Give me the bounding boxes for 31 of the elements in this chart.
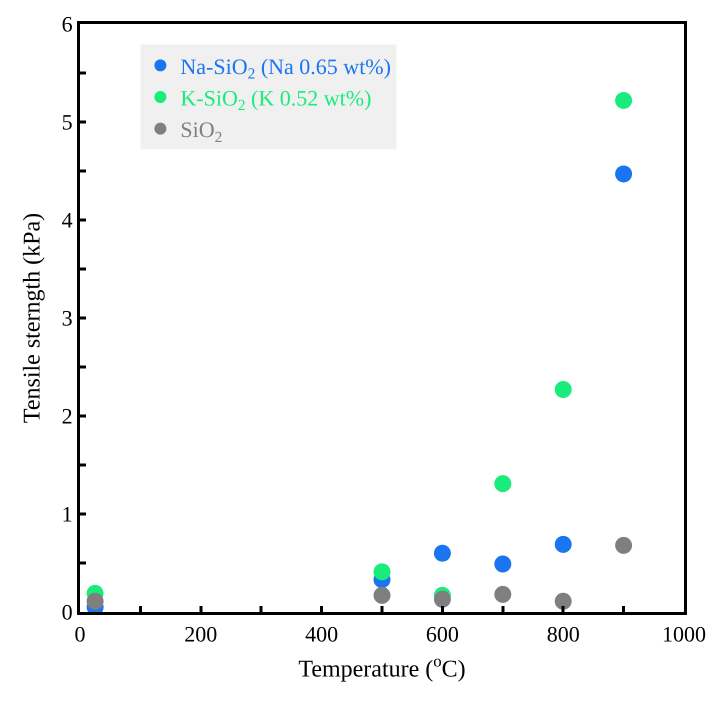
- point: [494, 475, 512, 492]
- legend-label: Na-SiO$_{2}$ (Na 0.65 wt%): [180, 54, 391, 83]
- point: [434, 544, 451, 562]
- x-tick-label: 1000: [662, 621, 706, 646]
- y-axis-title: Tensile sterngth (kPa): [20, 212, 46, 424]
- legend-label: SiO$_{2}$: [180, 117, 222, 146]
- legend-label: K-SiO$_{2}$ (K 0.52 wt%): [180, 86, 372, 114]
- point: [86, 592, 104, 610]
- x-tick-label: 400: [305, 621, 338, 646]
- point: [554, 536, 572, 553]
- x-axis-title: Temperature ($^{o}$C): [298, 652, 466, 683]
- y-tick-label: 2: [62, 404, 73, 429]
- point: [615, 536, 632, 554]
- y-tick-label: 6: [62, 12, 73, 37]
- point: [374, 586, 390, 604]
- y-tick-label: 1: [62, 502, 73, 527]
- point: [494, 555, 512, 572]
- y-tick-label: 0: [62, 600, 73, 625]
- point: [494, 586, 512, 603]
- point: [374, 563, 390, 580]
- point: [434, 590, 451, 608]
- point: [615, 92, 632, 109]
- x-tick-label: 600: [426, 621, 459, 646]
- x-tick-label: 800: [546, 621, 580, 646]
- y-tick-label: 3: [62, 306, 73, 331]
- point: [554, 592, 572, 610]
- point: [615, 165, 632, 182]
- point: [554, 381, 572, 398]
- y-tick-label: 4: [62, 208, 73, 233]
- y-tick-label: 5: [62, 110, 73, 135]
- x-tick-label: 200: [184, 621, 218, 646]
